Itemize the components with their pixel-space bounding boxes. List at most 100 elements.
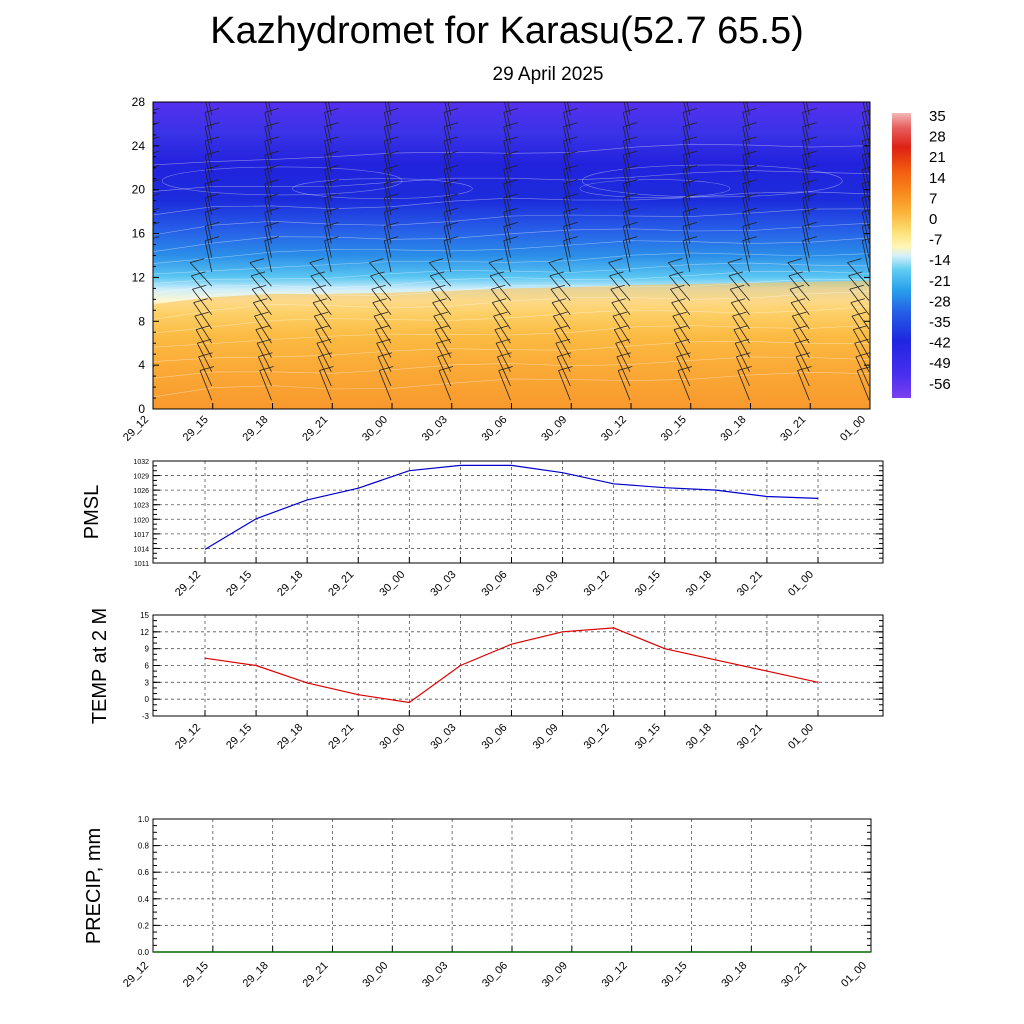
wind-barb <box>802 183 810 215</box>
wind-barb <box>802 197 810 230</box>
wind-barb-flag <box>264 207 279 213</box>
wind-barb <box>851 315 870 344</box>
y-tick-label: 1026 <box>133 488 149 495</box>
wind-barb-flag <box>848 271 863 277</box>
colorbar: 35 28 21 14 7 0 -7 -14 -21 -28 -35 -42 -49 -56 <box>892 108 951 398</box>
wind-barb <box>372 302 392 330</box>
wind-barb <box>383 169 392 201</box>
wind-barb-flag <box>444 80 458 84</box>
x-tick-label: 30_18 <box>719 414 749 444</box>
wind-barb-flag <box>384 207 399 213</box>
wind-barb-flag <box>564 80 578 84</box>
wind-barb <box>852 329 870 358</box>
x-tick-label: 30_18 <box>719 960 749 990</box>
wind-barb <box>742 155 750 187</box>
wind-barb-flag <box>504 94 518 98</box>
wind-barb <box>563 240 571 272</box>
wind-barb <box>443 212 452 244</box>
wind-barb-flag <box>682 122 698 127</box>
wind-barb-flag <box>862 123 870 127</box>
wind-barb <box>189 262 213 287</box>
wind-barb <box>861 226 870 258</box>
wind-barb <box>383 212 392 244</box>
wind-barb <box>376 343 392 372</box>
precip-grid <box>153 819 871 952</box>
wind-barb-flag <box>850 298 865 303</box>
wind-barb-flag <box>324 136 339 142</box>
x-tick-label: 30_21 <box>735 722 765 752</box>
wind-barb-flag <box>616 352 632 358</box>
wind-barb-flag <box>498 366 513 371</box>
wind-barb-flag <box>676 352 691 358</box>
wind-barb-flag <box>563 150 578 156</box>
wind-barb <box>563 126 571 158</box>
wind-barb <box>550 288 571 315</box>
chart-title: Kazhydromet for Karasu(52.7 65.5) <box>210 10 804 52</box>
wind-barb-flag <box>550 284 566 290</box>
wind-barb <box>549 275 571 301</box>
wind-barb <box>682 140 691 173</box>
wind-barb-flag <box>384 136 399 142</box>
wind-barb <box>503 155 511 187</box>
wind-barb <box>787 262 810 287</box>
wind-barb-flag <box>443 165 459 170</box>
wind-barb-flag <box>669 271 684 277</box>
wind-barb <box>683 102 691 130</box>
wind-barb <box>145 184 152 215</box>
x-tick-label: 30_03 <box>428 722 458 752</box>
wind-barb <box>742 226 750 258</box>
wind-barb-flag <box>556 352 572 358</box>
wind-barb-flag <box>742 108 757 113</box>
y-tick-label: 15 <box>140 611 149 620</box>
wind-barb <box>204 155 213 187</box>
wind-barb <box>861 197 870 230</box>
wind-barb-flag <box>205 94 219 98</box>
wind-barb-flag <box>563 122 578 127</box>
wind-barb-flag <box>623 94 637 98</box>
wind-barb-flag <box>379 366 394 371</box>
wind-barb-flag <box>384 165 399 170</box>
wind-barb <box>563 212 571 244</box>
wind-barb-flag <box>803 94 817 98</box>
wind-barb <box>324 183 332 215</box>
wind-barb <box>729 288 750 315</box>
precip-y-axis: 0.0 0.2 0.4 0.6 0.8 1.0 <box>138 815 871 957</box>
wind-barb-flag <box>198 352 213 358</box>
wind-barb <box>802 212 810 244</box>
x-tick-label: 01_00 <box>838 414 868 444</box>
wind-barb <box>567 102 571 116</box>
isotherm-contours <box>153 143 870 398</box>
x-tick-label: 30_00 <box>360 960 390 990</box>
wind-barb-flag <box>793 325 808 330</box>
wind-barb <box>256 343 272 372</box>
colorbar-label: 35 <box>929 108 946 125</box>
wind-barb-flag <box>610 284 625 290</box>
colorbar-label: -21 <box>929 273 951 290</box>
wind-barb <box>264 169 272 201</box>
colorbar-label: 14 <box>929 170 946 187</box>
wind-barb-flag <box>443 207 459 213</box>
wind-barb-flag <box>324 108 339 113</box>
wind-barb <box>682 183 691 215</box>
wind-barb-flag <box>316 338 331 344</box>
wind-barb-flag <box>862 80 876 84</box>
wind-barb-flag <box>682 222 698 227</box>
wind-barb-flag <box>737 366 752 371</box>
wind-barb <box>377 356 392 387</box>
wind-barb <box>429 275 452 301</box>
wind-barb <box>369 262 392 287</box>
wind-barb <box>443 169 452 201</box>
wind-barb <box>374 329 392 358</box>
wind-barb <box>443 183 452 215</box>
wind-barb-flag <box>563 136 578 142</box>
wind-barb <box>145 198 152 229</box>
wind-barb-flag <box>204 222 220 227</box>
wind-barb <box>194 315 213 344</box>
wind-barb-flag <box>623 165 638 170</box>
wind-barb <box>677 370 691 401</box>
wind-barb <box>682 112 691 144</box>
wind-barb <box>622 226 631 258</box>
precip-panel: PRECIP, mm 0.0 0.2 0.4 0.6 0.8 1.0 29_12 29_15… <box>83 815 872 990</box>
wind-barb <box>503 240 511 272</box>
wind-barb <box>854 343 870 372</box>
